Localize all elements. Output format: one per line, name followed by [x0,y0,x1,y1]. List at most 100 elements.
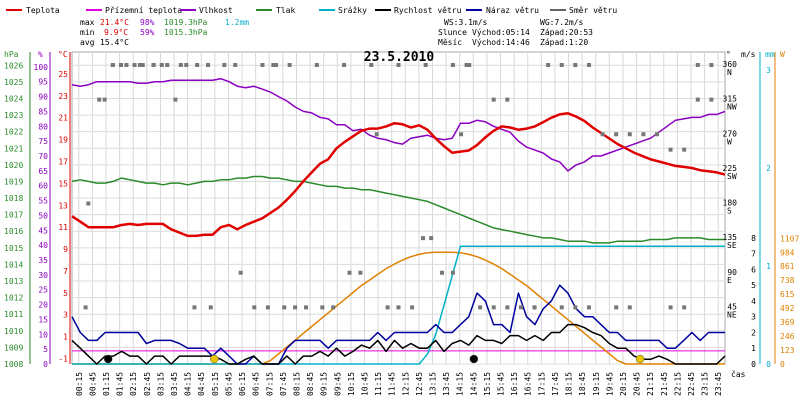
ms-tick-label: 7 [751,250,756,259]
c-tick-label: 1 [63,333,68,342]
wind-direction-point [138,63,143,67]
x-tick-label: 05:45 [224,372,233,396]
x-tick-label: 07:45 [279,372,288,396]
axis-unit-time: čas [731,369,746,379]
legend-label-srazky: Srážky [338,6,367,15]
axis-unit-pct: % [38,50,43,59]
hpa-tick-label: 1024 [4,94,23,103]
ms-tick-label: 2 [751,328,756,337]
c-tick-label: 17 [58,157,68,166]
stat-max-rain: 1.2mm [225,18,249,27]
ms-tick-label: 4 [751,297,756,306]
mm-tick-label: 2 [766,164,771,173]
x-tick-label: 04:15 [184,372,193,396]
temperature-line [71,112,726,238]
legend-label-vlhkost: Vlhkost [199,6,233,15]
wind-direction-point [208,305,213,310]
pct-tick-label: 0 [43,360,48,369]
compass-tick-label: E [727,276,732,285]
ms-tick-label: 5 [751,281,756,290]
rain-line [72,245,725,365]
stat-min-press: 1015.3hPa [164,28,208,37]
stat-min-hum: 59% [140,28,155,37]
w-tick-label: 615 [780,290,795,299]
humidity-line [71,77,726,172]
pct-tick-label: 10 [38,330,48,339]
stat-max-temp: 21.4°C [100,18,129,27]
wind-direction-point [132,63,137,67]
hpa-tick-label: 1021 [4,144,23,153]
w-tick-label: 369 [780,318,795,327]
wind-direction-point [586,63,591,67]
pct-tick-label: 75 [38,137,48,146]
axis-unit-mm: mm [765,50,775,59]
x-tick-label: 09:15 [320,372,329,396]
x-tick-label: 13:15 [429,372,438,396]
axis-unit-c: °C [58,50,68,59]
moon-rise-marker [469,354,479,364]
wind-direction-point [140,63,145,67]
x-tick-label: 02:15 [129,372,138,396]
wind-direction-point [423,63,428,67]
x-tick-label: 18:15 [565,372,574,396]
wind-direction-point [287,63,292,67]
stat-min-label: min [80,28,95,37]
stat-moon-rise: Východ:14:46 [472,38,530,47]
x-tick-label: 20:45 [633,372,642,396]
c-tick-label: 11 [58,223,68,232]
wind-direction-point [358,270,363,275]
hpa-tick-label: 1026 [4,61,23,70]
x-tick-label: 00:45 [88,372,97,396]
wind-direction-point [151,63,156,67]
x-tick-label: 09:45 [333,372,342,396]
wind-direction-point [559,63,564,67]
c-tick-label: 9 [63,245,68,254]
x-tick-label: 17:15 [537,372,546,396]
x-tick-label: 06:15 [238,372,247,396]
hpa-tick-label: 1012 [4,294,23,303]
x-tick-label: 01:45 [116,372,125,396]
wind-direction-point [374,132,379,137]
wind-direction-point [83,305,88,310]
wind-direction-point [668,147,673,152]
x-tick-label: 19:45 [605,372,614,396]
compass-tick-label: N [727,68,732,77]
wind-direction-point [505,97,510,102]
x-tick-label: 15:45 [497,372,506,396]
x-tick-label: 04:45 [197,372,206,396]
wind-direction-point [342,63,347,67]
pct-tick-label: 40 [38,241,48,250]
pct-tick-label: 55 [38,197,48,206]
deg-tick-label: 135 [723,233,738,242]
pressure-line [71,175,725,244]
axis-unit-ms: m/s [741,50,756,59]
pct-tick-label: 100 [34,63,49,72]
x-tick-label: 22:15 [673,372,682,396]
x-tick-label: 05:15 [211,372,220,396]
stat-sun-label: Slunce [438,28,467,37]
mm-tick-label: 0 [766,360,771,369]
chart-date-title: 23.5.2010 [364,50,435,65]
compass-tick-label: NW [727,103,737,112]
ms-tick-label: 0 [751,360,756,369]
wind-direction-point [320,305,325,310]
wind-direction-point [86,201,91,206]
hpa-tick-label: 1020 [4,161,23,170]
stat-moon-set: Západ:1:20 [540,38,588,47]
stat-moon-label: Měsíc [438,38,462,47]
legend-label-teplota: Teplota [26,6,60,15]
wind-direction-point [282,305,287,310]
x-tick-label: 10:15 [347,372,356,396]
pct-tick-label: 15 [38,315,48,324]
wind-direction-point [238,270,243,275]
ms-tick-label: 1 [751,344,756,353]
axis-unit-deg: ° [726,50,731,59]
wind-direction-point [410,305,415,310]
legend-label-naraz-vetru: Náraz větru [486,6,539,15]
wind-direction-point [102,97,107,102]
wind-direction-point [505,305,510,310]
x-tick-label: 21:15 [646,372,655,396]
wind-direction-point [314,63,319,67]
x-tick-label: 11:45 [388,372,397,396]
hpa-tick-label: 1009 [4,343,23,352]
